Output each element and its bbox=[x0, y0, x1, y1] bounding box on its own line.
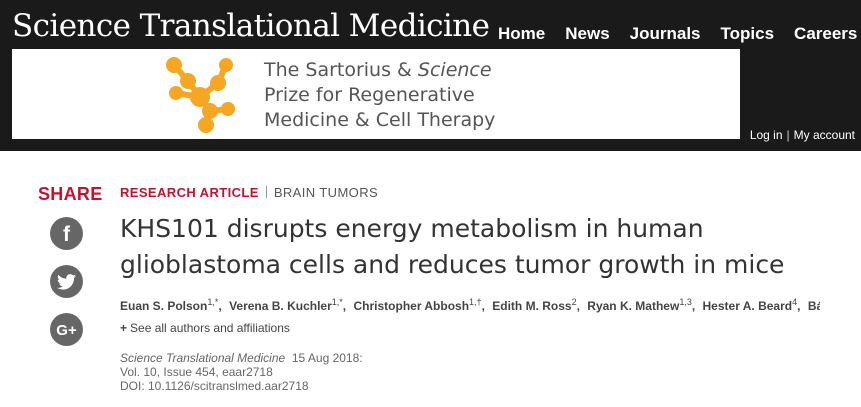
facebook-icon: f bbox=[63, 223, 71, 246]
share-label: SHARE bbox=[38, 184, 103, 204]
account-links: Log in | My account bbox=[750, 127, 855, 143]
author-affiliation: 1,3 bbox=[679, 298, 692, 307]
author-name[interactable]: Christopher Abbosh bbox=[353, 299, 470, 313]
article-type-link[interactable]: RESEARCH ARTICLE bbox=[120, 185, 259, 200]
nav-topics[interactable]: Topics bbox=[720, 24, 775, 43]
site-logo[interactable]: Science Translational Medicine bbox=[12, 8, 490, 44]
author-affiliation: 1,† bbox=[469, 298, 482, 307]
article-subject-link[interactable]: BRAIN TUMORS bbox=[273, 185, 379, 200]
citation-date: 15 Aug 2018: bbox=[291, 351, 363, 365]
twitter-share-button[interactable] bbox=[50, 265, 83, 298]
ad-line-2: Prize for Regenerative bbox=[264, 84, 475, 106]
section-divider bbox=[265, 186, 267, 198]
citation-journal-line: Science Translational Medicine 15 Aug 20… bbox=[120, 351, 363, 365]
citation-journal: Science Translational Medicine bbox=[120, 351, 286, 365]
ad-line-1: The Sartorius & Science bbox=[264, 59, 492, 81]
author-name[interactable]: Bárb… bbox=[807, 299, 820, 313]
my-account-link[interactable]: My account bbox=[793, 128, 855, 142]
molecule-logo-icon bbox=[166, 57, 235, 133]
article-section-row: RESEARCH ARTICLE BRAIN TUMORS bbox=[120, 185, 378, 201]
author-affiliation: 1,* bbox=[207, 298, 219, 307]
author-name[interactable]: Hester A. Beard bbox=[702, 299, 793, 313]
twitter-icon bbox=[57, 273, 76, 290]
author-affiliation: 2 bbox=[571, 298, 577, 307]
svg-text:G+: G+ bbox=[56, 322, 77, 339]
author-name[interactable]: Edith M. Ross bbox=[492, 299, 572, 313]
author-affiliation: 1,* bbox=[331, 298, 343, 307]
google-plus-icon: G+ bbox=[56, 322, 77, 339]
site-header: Science Translational Medicine Home News… bbox=[0, 0, 861, 151]
svg-text:f: f bbox=[63, 223, 71, 246]
account-separator: | bbox=[786, 128, 790, 142]
nav-home[interactable]: Home bbox=[498, 24, 546, 43]
ad-text: The Sartorius & Science Prize for Regene… bbox=[264, 58, 724, 133]
main-nav: Home News Journals Topics Careers bbox=[498, 24, 857, 44]
ad-line-3: Medicine & Cell Therapy bbox=[264, 109, 496, 131]
citation-doi[interactable]: DOI: 10.1126/scitranslmed.aar2718 bbox=[120, 379, 309, 393]
author-name[interactable]: Verena B. Kuchler bbox=[229, 299, 332, 313]
author-list: Euan S. Polson1,*, Verena B. Kuchler1,*,… bbox=[120, 298, 820, 314]
author-name[interactable]: Euan S. Polson bbox=[120, 299, 208, 313]
nav-journals[interactable]: Journals bbox=[629, 24, 701, 43]
ad-banner[interactable]: The Sartorius & Science Prize for Regene… bbox=[12, 49, 740, 139]
login-link[interactable]: Log in bbox=[749, 128, 783, 142]
google-plus-share-button[interactable]: G+ bbox=[50, 313, 83, 346]
expand-plus-icon: + bbox=[120, 321, 128, 335]
nav-news[interactable]: News bbox=[565, 24, 610, 43]
facebook-share-button[interactable]: f bbox=[50, 217, 83, 250]
author-name[interactable]: Ryan K. Mathew bbox=[587, 299, 680, 313]
citation-block: Science Translational Medicine 15 Aug 20… bbox=[120, 351, 363, 393]
citation-volume: Vol. 10, Issue 454, eaar2718 bbox=[120, 365, 273, 379]
author-affiliation: 4 bbox=[792, 298, 798, 307]
article-title: KHS101 disrupts energy metabolism in hum… bbox=[120, 214, 785, 279]
nav-careers[interactable]: Careers bbox=[794, 24, 858, 43]
see-all-authors-label: See all authors and affiliations bbox=[130, 321, 290, 335]
see-all-authors-toggle[interactable]: + See all authors and affiliations bbox=[120, 321, 290, 336]
